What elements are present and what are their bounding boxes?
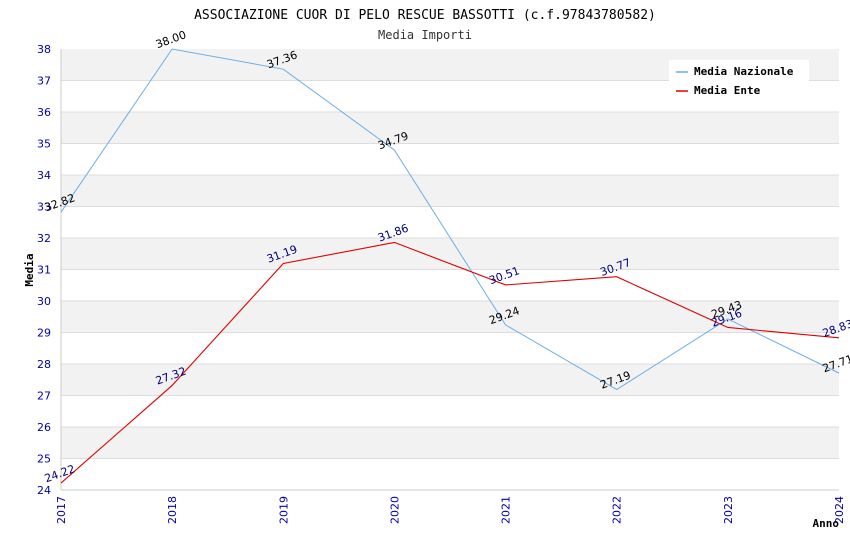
- series-line-media-ente: [60, 241, 840, 484]
- y-tick-label: 28: [37, 358, 51, 371]
- grid-band: [61, 269, 839, 301]
- grid-band: [61, 112, 839, 144]
- y-tick-label: 25: [37, 453, 51, 466]
- series-lines: [60, 48, 840, 484]
- legend-label-media-ente: Media Ente: [694, 84, 761, 97]
- legend: Media Nazionale Media Ente: [669, 60, 809, 102]
- y-axis-label: Media: [23, 253, 36, 286]
- y-tick-label: 34: [37, 169, 51, 182]
- x-tick-label: 2019: [277, 496, 290, 524]
- chart-subtitle: Media Importi: [378, 28, 472, 42]
- grid-band: [61, 427, 839, 459]
- x-axis-ticks: 2017 2018 2019 2020 2021 2022 2023 2024: [55, 496, 846, 524]
- grid-band: [61, 458, 839, 490]
- x-tick-label: 2022: [611, 496, 624, 524]
- y-tick-label: 31: [37, 264, 51, 277]
- y-tick-label: 38: [37, 43, 51, 56]
- x-tick-label: 2021: [500, 496, 513, 524]
- x-axis-label: Anno: [813, 517, 840, 530]
- y-tick-label: 29: [37, 327, 51, 340]
- grid-band: [61, 143, 839, 175]
- grid-band: [61, 175, 839, 207]
- grid-band: [61, 238, 839, 270]
- y-tick-label: 26: [37, 421, 51, 434]
- y-tick-label: 27: [37, 390, 51, 403]
- y-tick-label: 35: [37, 138, 51, 151]
- grid-band: [61, 301, 839, 333]
- x-tick-label: 2023: [722, 496, 735, 524]
- y-tick-label: 36: [37, 106, 51, 119]
- x-tick-label: 2024: [833, 496, 846, 524]
- x-tick-label: 2017: [55, 496, 68, 524]
- grid-band: [61, 364, 839, 396]
- y-tick-label: 32: [37, 232, 51, 245]
- x-tick-label: 2020: [388, 496, 401, 524]
- grid-bands: [61, 49, 839, 491]
- legend-label-media-nazionale: Media Nazionale: [694, 65, 794, 78]
- y-tick-label: 24: [37, 484, 51, 497]
- y-tick-label: 30: [37, 295, 51, 308]
- chart-title: ASSOCIAZIONE CUOR DI PELO RESCUE BASSOTT…: [194, 8, 656, 23]
- x-tick-label: 2018: [166, 496, 179, 524]
- legend-box: [669, 60, 809, 102]
- y-tick-label: 37: [37, 75, 51, 88]
- grid-band: [61, 332, 839, 364]
- grid-band: [61, 395, 839, 427]
- grid-band: [61, 206, 839, 238]
- series-line-media-nazionale: [60, 48, 840, 391]
- data-label: 38.00: [154, 28, 188, 51]
- y-tick-label: 33: [37, 201, 51, 214]
- y-axis-ticks: 24 25 26 27 28 29 30 31 32 33 34 35 36 37 38: [37, 43, 51, 497]
